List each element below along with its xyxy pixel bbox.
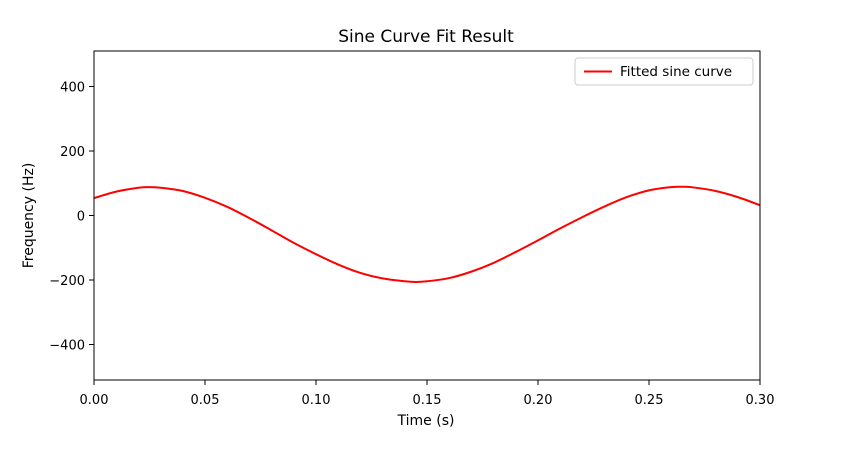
chart-title: Sine Curve Fit Result	[338, 27, 514, 47]
legend: Fitted sine curve	[574, 57, 754, 86]
x-tick-label: 0.00	[80, 393, 109, 408]
plot-frame	[93, 50, 761, 381]
x-axis-ticks: 0.00 0.05 0.10 0.15 0.20 0.25 0.30	[80, 380, 775, 408]
y-tick-label: 200	[60, 145, 85, 160]
line-layer	[93, 185, 761, 283]
y-tick-label: −400	[49, 339, 85, 354]
legend-label-fitted-sine-curve: Fitted sine curve	[620, 64, 732, 80]
x-tick-label: 0.25	[635, 393, 664, 408]
x-tick-label: 0.30	[746, 393, 775, 408]
x-axis-label: Time (s)	[397, 413, 455, 429]
plot-area	[93, 50, 761, 381]
y-axis-label: Frequency (Hz)	[21, 163, 37, 269]
x-tick-label: 0.10	[302, 393, 331, 408]
x-tick-label: 0.20	[524, 393, 553, 408]
legend-box	[574, 57, 754, 86]
y-axis-ticks: −400 −200 0 200 400	[49, 80, 94, 354]
y-tick-label: 0	[77, 210, 85, 225]
y-tick-label: −200	[49, 274, 85, 289]
y-tick-label: 400	[60, 80, 85, 95]
series-line-fitted-sine-curve	[93, 185, 761, 283]
x-tick-label: 0.05	[191, 393, 220, 408]
x-tick-label: 0.15	[413, 393, 442, 408]
